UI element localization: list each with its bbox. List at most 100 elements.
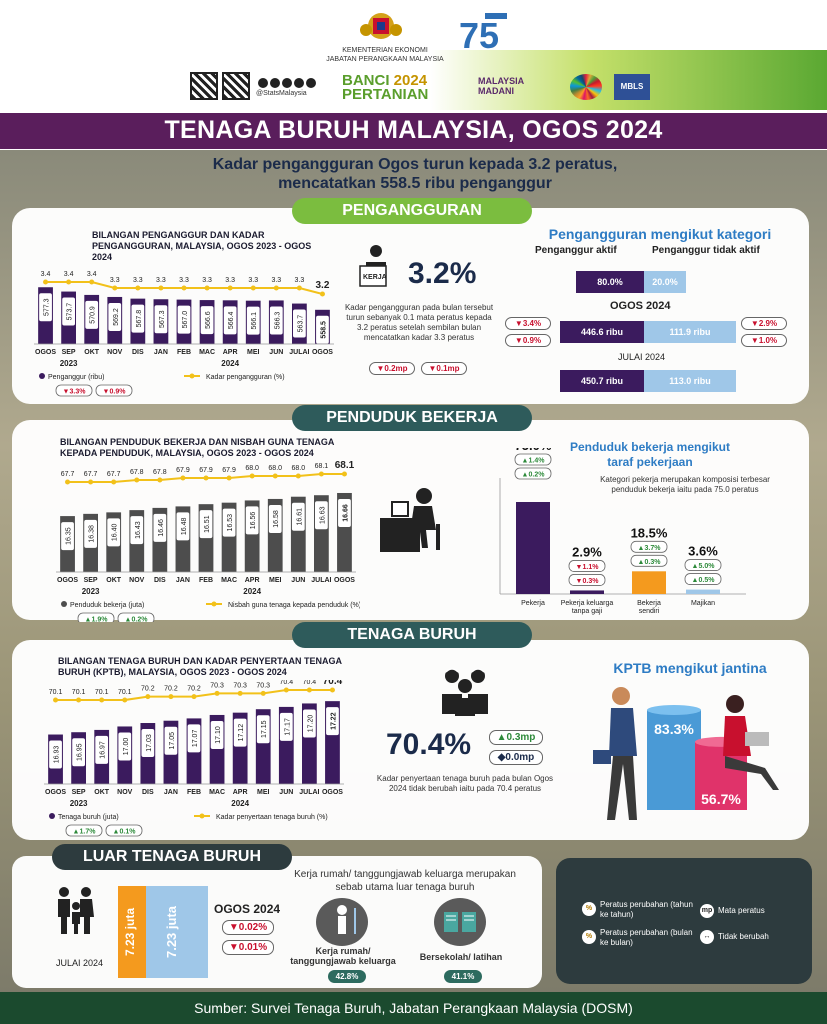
jul-inactive-bar: 113.0 ribu [644,370,736,392]
qr-code-1 [190,72,218,100]
change-badge-text: ▼3.3% [63,389,87,396]
x-tick-label: JULAI [289,349,309,356]
line-value-label: 3.3 [295,277,305,284]
bar-label-box [141,729,155,758]
line-value-label: 70.1 [95,689,109,696]
emp-change-badge-text: ▲0.5% [692,577,716,584]
bar-value-label: 567.3 [159,310,166,328]
x-tick-label: NOV [117,789,132,796]
employment-status-chart: 75.0% ▲1.4% ▲0.2% Pekerja 2.9% ▼1.1% ▼0.3% Peke… [496,438,796,618]
line-value-label: 67.9 [199,467,213,474]
lfpr-description: Kadar penyertaan tenaga buruh pada bulan… [376,774,554,793]
banci-word: BANCI [342,72,390,89]
yoy-percent-icon: % [582,902,596,916]
housework-icon [316,898,368,946]
x-tick-label: APR [245,577,260,584]
bar-value-label: 16.95 [77,743,84,761]
emp-category-title: Penduduk bekerja mengikut taraf pekerjaan [540,440,760,470]
line-point [181,285,187,291]
line-point [214,690,220,696]
legend-yoy: Peratus perubahan (tahun ke tahun) [600,900,693,919]
lfpr-rate: 70.4% [386,728,472,761]
down-arrow-icon: ▼ [228,942,239,953]
year-label-2023: 2023 [60,359,78,368]
line-point [319,291,325,297]
bar-value-label: 16.56 [250,512,257,530]
section-pill-outside-lf: LUAR TENAGA BURUH [52,844,292,870]
bar-value-label: 17.05 [169,732,176,750]
bar-label-box [291,502,305,531]
x-tick-label: OGOS [322,789,343,796]
bar-value-label: 17.17 [284,718,291,736]
woman-head [726,695,744,713]
dosm75-text: 75 [459,15,499,54]
change-badge-text: ▲0.1% [113,829,137,836]
line-value-label: 70.1 [118,689,132,696]
emp-status-label: tanpa gaji [572,608,603,615]
emp-change-badge [568,560,606,572]
emp-change-badge [630,554,668,567]
x-tick-label: DIS [154,577,166,584]
x-tick-label: JAN [164,789,178,796]
bar-label-box [62,297,75,326]
school-book-icon [434,898,486,946]
bar-value-label: 563.7 [297,315,304,333]
job-seeker-icon: KERJA [359,245,387,287]
bar-value-label: 16.51 [204,515,211,533]
line-value-label: 68.0 [268,465,282,472]
emp-status-pct: 18.5% [631,525,668,540]
bar-label-box [210,720,224,749]
up-arrow-icon: ▲ [496,732,507,743]
year-label-2024: 2024 [243,587,261,596]
bar-value-label: 569.2 [113,308,120,326]
emp-change-badge-text: ▼0.3% [576,578,600,585]
bar-label-box [95,735,109,764]
line-value-label: 70.4 [303,680,317,686]
bar-value-label: 16.48 [181,518,188,536]
bar-label-box [293,309,306,338]
line-point [135,285,141,291]
gender-chart: 83.3% 56.7% [593,687,779,820]
badge-lfpr-mom: ◆0.0mp [489,750,543,765]
bar-label-box [326,707,339,736]
badge-text: 0.02% [238,922,268,933]
emp-status-label: Majikan [691,600,715,607]
bar-value-label: 577.3 [44,298,51,316]
inactive-label: Penganggur tidak aktif [652,245,760,256]
percentage-point-icon: mp [700,904,714,918]
bar-value-label: 17.20 [307,715,314,733]
bar-label-box [131,304,145,333]
bar-label-box [316,315,329,344]
bar-value-label: 17.03 [146,734,153,752]
legend-bar-marker [61,601,67,607]
emp-description: Kategori pekerja merupakan komposisi ter… [600,475,770,494]
x-tick-label: OKT [84,349,100,356]
bar-value-label: 16.38 [89,525,96,543]
line-point [204,285,210,291]
line-point [76,697,82,703]
madani-line2: MADANI [478,86,514,96]
bar-label-box [130,516,144,545]
male-bar [647,710,701,810]
line-value-label: 68.0 [245,465,259,472]
x-tick-label: JUN [279,789,293,796]
emp-change-badge [514,453,552,466]
line-point [99,697,105,703]
legend-line-label: Nisbah guna tenaga kepada penduduk (%) [228,602,360,609]
x-tick-label: JUN [269,349,283,356]
x-tick-label: APR [233,789,248,796]
change-badge [105,824,143,837]
unemployment-rate: 3.2% [408,257,477,290]
badge-active-mom: ▼0.9% [505,334,551,347]
section-pill-labour-force: TENAGA BURUH [292,622,532,648]
x-tick-label: JUN [291,577,305,584]
tiktok-icon [306,78,316,88]
line-value-label: 70.1 [49,689,63,696]
bar-label-box [222,508,236,537]
badge-text: 0.2mp [384,364,408,373]
male-pct: 83.3% [654,721,694,737]
x-tick-label: MAC [209,789,225,796]
bar-value-label: 558.5 [320,321,327,339]
legend-bar-label: Tenaga buruh (juta) [58,814,119,821]
line-point [53,697,59,703]
